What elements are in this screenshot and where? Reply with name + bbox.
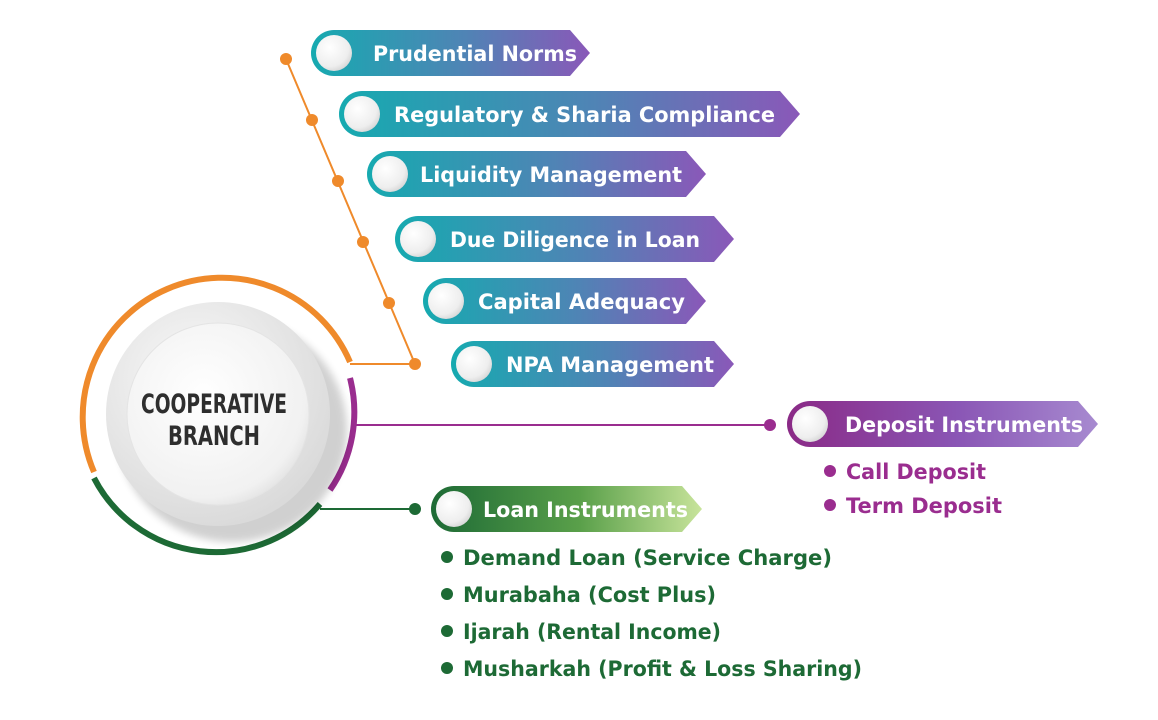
banner-label: Prudential Norms: [373, 42, 577, 66]
connector-dot: [357, 236, 369, 248]
banner-label: NPA Management: [506, 353, 714, 377]
connector-dot: [280, 53, 292, 65]
deposit-item: Call Deposit: [846, 460, 986, 484]
banner-regulatory-sharia: Regulatory & Sharia Compliance: [339, 91, 800, 137]
prudential-banner-list: Prudential Norms Regulatory & Sharia Com…: [311, 30, 800, 387]
banner-knob: [428, 283, 464, 319]
banner-loan-instruments: Loan Instruments: [431, 486, 702, 532]
banner-capital-adequacy: Capital Adequacy: [423, 278, 706, 324]
banner-label: Loan Instruments: [483, 498, 688, 522]
connector-dot: [332, 175, 344, 187]
banner-knob: [372, 156, 408, 192]
loan-item: Ijarah (Rental Income): [463, 620, 721, 644]
banner-knob: [400, 221, 436, 257]
bullet-dot: [441, 551, 453, 563]
banner-label: Deposit Instruments: [845, 413, 1083, 437]
banner-deposit-instruments: Deposit Instruments: [787, 401, 1098, 447]
loan-item-list: Demand Loan (Service Charge) Murabaha (C…: [441, 546, 862, 681]
bullet-dot: [824, 465, 836, 477]
banner-label: Regulatory & Sharia Compliance: [394, 103, 775, 127]
bullet-dot: [824, 499, 836, 511]
deposit-item-list: Call Deposit Term Deposit: [824, 460, 1002, 518]
hub-arc-orange: [79, 274, 353, 474]
banner-knob: [792, 406, 828, 442]
deposit-item: Term Deposit: [846, 494, 1002, 518]
banner-label: Capital Adequacy: [478, 290, 685, 314]
connector-dot: [409, 358, 421, 370]
banner-npa-management: NPA Management: [451, 341, 734, 387]
central-hub: COOPERATIVE BRANCH: [79, 274, 358, 556]
banner-knob: [456, 346, 492, 382]
connector-dot: [764, 419, 776, 431]
connector-dot: [409, 503, 421, 515]
deposit-section: Deposit Instruments Call Deposit Term De…: [787, 401, 1098, 518]
loan-connector: [320, 503, 421, 515]
banner-knob: [344, 96, 380, 132]
loan-item: Musharkah (Profit & Loss Sharing): [463, 657, 862, 681]
connector-dot: [383, 297, 395, 309]
prudential-connector: [280, 53, 421, 370]
hub-arc-green: [91, 476, 323, 556]
loan-section: Loan Instruments Demand Loan (Service Ch…: [431, 486, 862, 681]
banner-knob: [436, 491, 472, 527]
bullet-dot: [441, 625, 453, 637]
banner-knob: [316, 35, 352, 71]
hub-title-line2: BRANCH: [168, 421, 260, 452]
bullet-dot: [441, 662, 453, 674]
connector-dot: [306, 114, 318, 126]
banner-due-diligence: Due Diligence in Loan: [395, 216, 734, 262]
banner-label: Due Diligence in Loan: [450, 228, 700, 252]
banner-label: Liquidity Management: [420, 163, 682, 187]
bullet-dot: [441, 588, 453, 600]
banner-prudential-norms: Prudential Norms: [311, 30, 590, 76]
hub-title-line1: COOPERATIVE: [141, 389, 287, 420]
banner-liquidity-management: Liquidity Management: [367, 151, 706, 197]
loan-item: Murabaha (Cost Plus): [463, 583, 716, 607]
hub-arc-purple: [327, 377, 358, 492]
loan-item: Demand Loan (Service Charge): [463, 546, 832, 570]
deposit-connector: [356, 419, 776, 431]
